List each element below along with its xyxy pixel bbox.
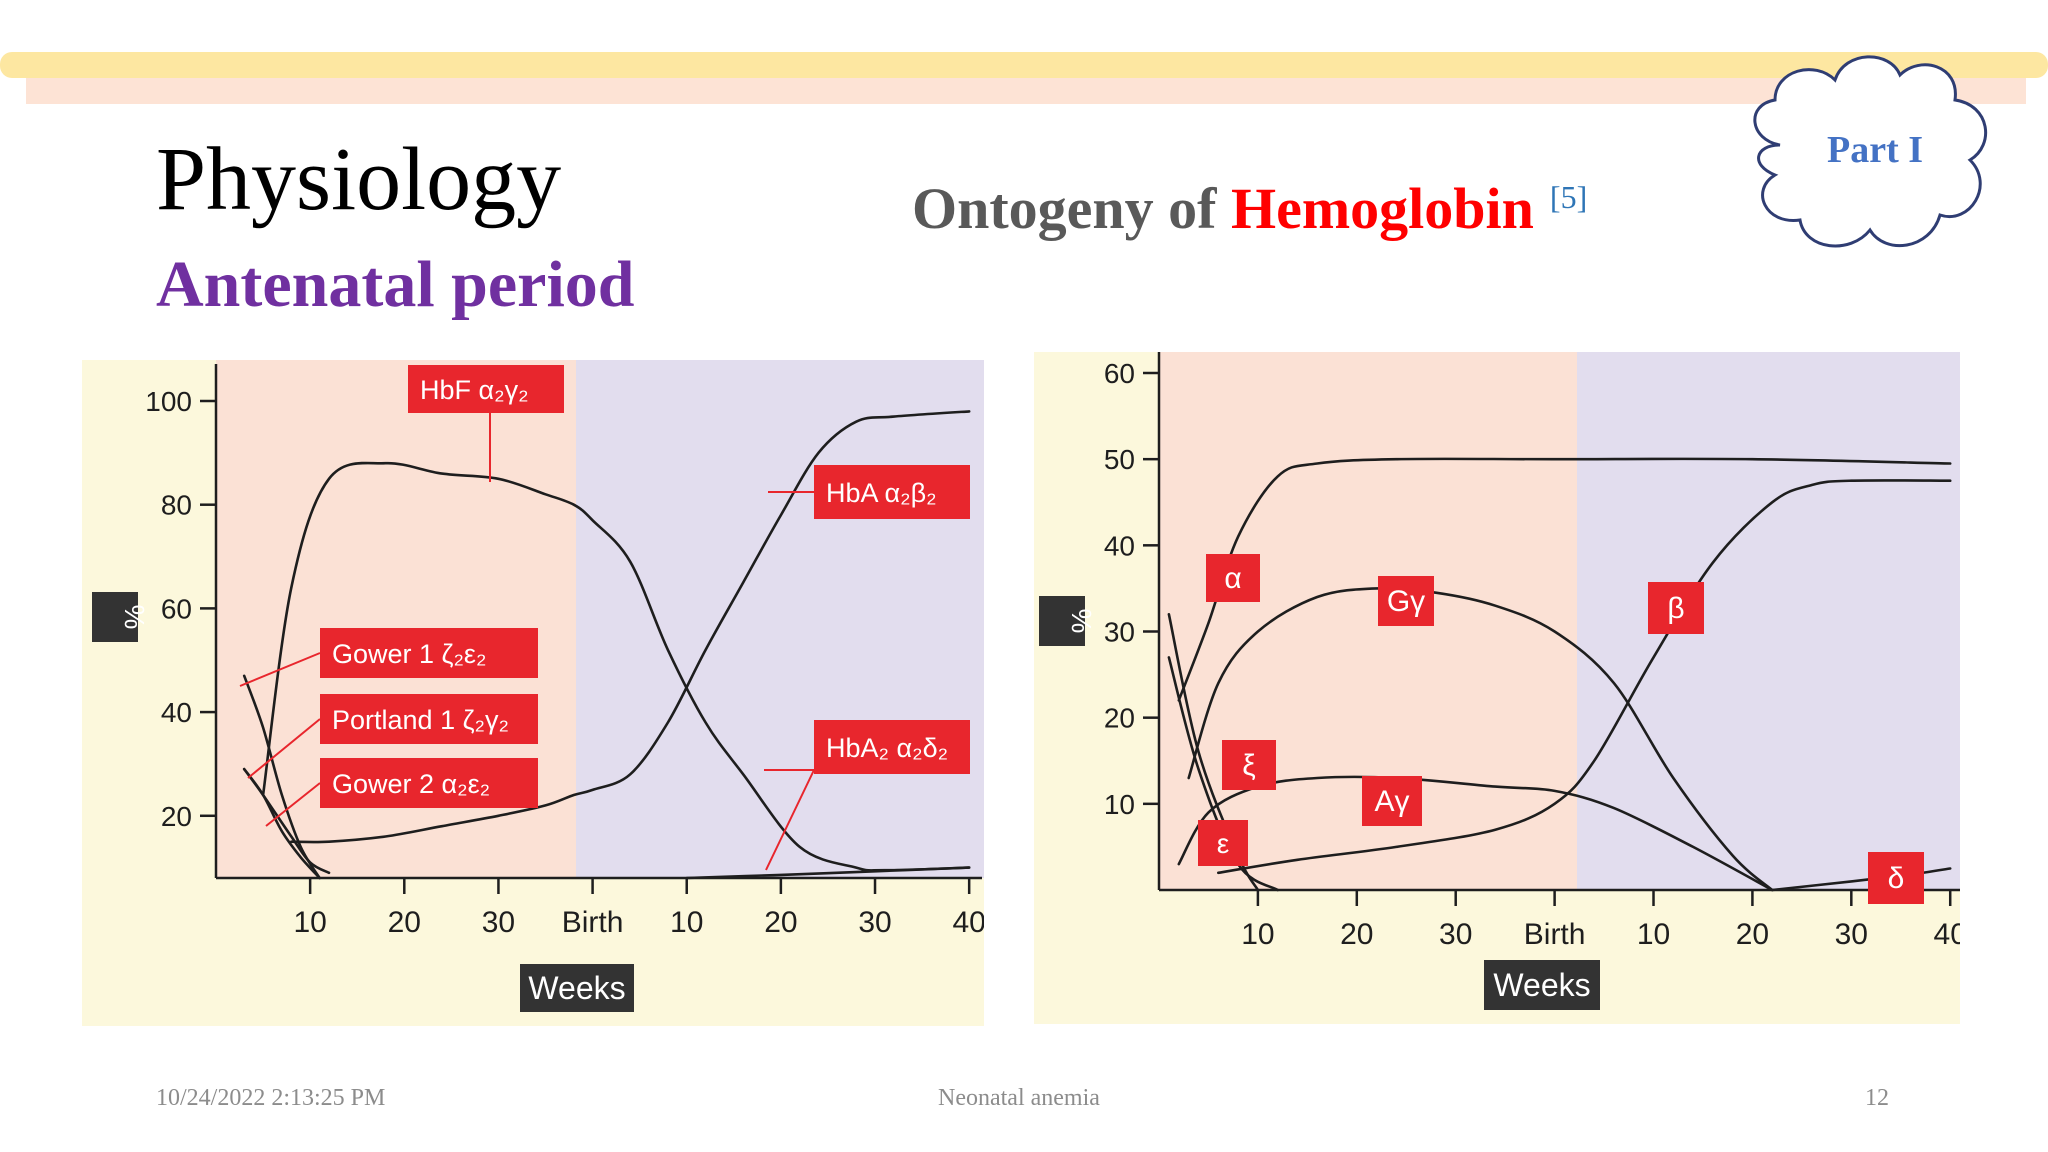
c1-label-gower-1: Gower 1 ζ₂ε₂ [332, 639, 486, 669]
c2-y-axis-title: % [1066, 609, 1097, 634]
top-accent-band [0, 52, 2048, 78]
c1-x-tick-label: 10 [293, 906, 326, 939]
hemoglobin-chart-left: 20 40 60 80 100 10 20 30 Birth 10 20 30 40% Weeks HbF… [82, 360, 984, 1026]
c1-label-hba: HbA₂ α₂δ₂ [826, 733, 948, 763]
c1-curve-hbf [261, 461, 971, 872]
c2-label-box-series-0 [1206, 554, 1260, 602]
c2-curve-a [1177, 775, 1774, 892]
heading-highlight: Hemoglobin [1231, 176, 1534, 241]
c2-label-a: Aγ [1374, 785, 1409, 818]
c1-leader-hba [765, 769, 815, 871]
c1-label-gower-2: Gower 2 α₂ε₂ [332, 769, 490, 799]
c1-label-box-hbf [408, 365, 564, 413]
c2-x-tick-label: Birth [1524, 918, 1586, 951]
c2-label-series-3: β [1667, 592, 1684, 625]
c2-curve-g [1187, 586, 1774, 892]
c1-label-box-gower-2 [320, 758, 538, 808]
c2-x-tick-label: 30 [1835, 918, 1868, 951]
c2-y-tick-label: 40 [1104, 530, 1135, 561]
footer-date: 10/24/2022 2:13:25 PM [156, 1085, 386, 1111]
c2-x-axis-title: Weeks [1493, 967, 1590, 1003]
c1-y-tick-label: 60 [161, 593, 192, 624]
c2-y-tick-label: 10 [1104, 789, 1135, 820]
c1-label-hba: HbA α₂β₂ [826, 478, 937, 508]
c1-label-hbf: HbF α₂γ₂ [420, 375, 529, 405]
c2-curve-series-3 [1217, 479, 1952, 875]
c2-y-tick-label: 20 [1104, 703, 1135, 734]
part-badge: Part I [1826, 129, 1924, 171]
c1-y-tick-label: 80 [161, 490, 192, 521]
c1-x-tick-label: 30 [858, 906, 891, 939]
c1-x-tick-label: 40 [952, 906, 984, 939]
c1-x-tick-label: 10 [670, 906, 703, 939]
c2-label-box-a [1362, 776, 1422, 826]
c1-x-tick-label: 20 [764, 906, 797, 939]
c2-x-tick-label: 10 [1637, 918, 1670, 951]
c2-label-series-0: α [1224, 562, 1241, 595]
c1-curve-hba [290, 410, 971, 844]
slide-subtitle: Antenatal period [156, 248, 635, 321]
c1-y-tick-label: 20 [161, 801, 192, 832]
c2-x-axis-title-box [1484, 960, 1600, 1010]
c2-y-tick-label: 30 [1104, 617, 1135, 648]
c1-x-tick-label: 30 [482, 906, 515, 939]
top-accent-band-shadow [26, 78, 2026, 104]
c1-leader-portland-1 [247, 718, 321, 779]
c2-label-box-series-3 [1648, 582, 1704, 634]
slide-title: Physiology [156, 130, 562, 229]
chart-heading: Ontogeny of Hemoglobin [5] [912, 180, 1587, 238]
c2-x-tick-label: 30 [1439, 918, 1472, 951]
c1-curve-hba [685, 866, 971, 880]
c2-label-box-series-5 [1198, 820, 1248, 866]
c1-x-axis-title-box [520, 964, 634, 1012]
c2-y-tick-label: 60 [1104, 358, 1135, 389]
c1-x-axis-title: Weeks [528, 970, 625, 1006]
c1-curve-gower-2 [242, 767, 321, 880]
c2-x-tick-label: 40 [1934, 918, 1960, 951]
c1-y-tick-label: 100 [145, 386, 192, 417]
c2-label-box-series-6 [1868, 852, 1924, 904]
footer-title: Neonatal anemia [938, 1085, 1100, 1111]
c1-label-box-gower-1 [320, 628, 538, 678]
c2-label-box-g [1378, 576, 1434, 626]
c2-curve-series-5 [1167, 656, 1279, 892]
c1-label-portland-1: Portland 1 ζ₂γ₂ [332, 705, 509, 735]
footer-page-number: 12 [1865, 1085, 1889, 1111]
c1-label-box-portland-1 [320, 694, 538, 744]
c1-y-axis-title-box [92, 592, 138, 642]
c1-label-box-hba [814, 465, 970, 519]
globin-chain-chart-right: 10 20 30 40 50 60 10 20 30 Birth 10 20 30 40% Weeks α G… [1034, 352, 1960, 1024]
c2-x-tick-label: 10 [1241, 918, 1274, 951]
c2-label-series-5: ε [1217, 828, 1229, 859]
c2-x-tick-label: 20 [1736, 918, 1769, 951]
c1-x-tick-label: Birth [562, 906, 624, 939]
c2-label-g: Gγ [1387, 585, 1425, 618]
c2-x-tick-label: 20 [1340, 918, 1373, 951]
heading-prefix: Ontogeny of [912, 176, 1231, 241]
c1-y-tick-label: 40 [161, 697, 192, 728]
c2-label-series-6: δ [1888, 862, 1905, 895]
c2-label-series-4: ξ [1242, 749, 1255, 782]
c1-leader-gower-1 [239, 652, 321, 687]
c1-y-axis-title: % [119, 605, 150, 630]
chart1-postnatal-region [576, 360, 984, 878]
c1-label-box-hba [814, 720, 970, 774]
cloud-icon [1753, 55, 1987, 248]
chart2-postnatal-region [1577, 352, 1960, 890]
c2-y-axis-title-box [1039, 596, 1085, 646]
c2-label-box-series-4 [1222, 740, 1276, 790]
reference-link[interactable]: [5] [1549, 178, 1588, 215]
c1-leader-gower-2 [265, 782, 321, 827]
c1-x-tick-label: 20 [388, 906, 421, 939]
c2-y-tick-label: 50 [1104, 444, 1135, 475]
